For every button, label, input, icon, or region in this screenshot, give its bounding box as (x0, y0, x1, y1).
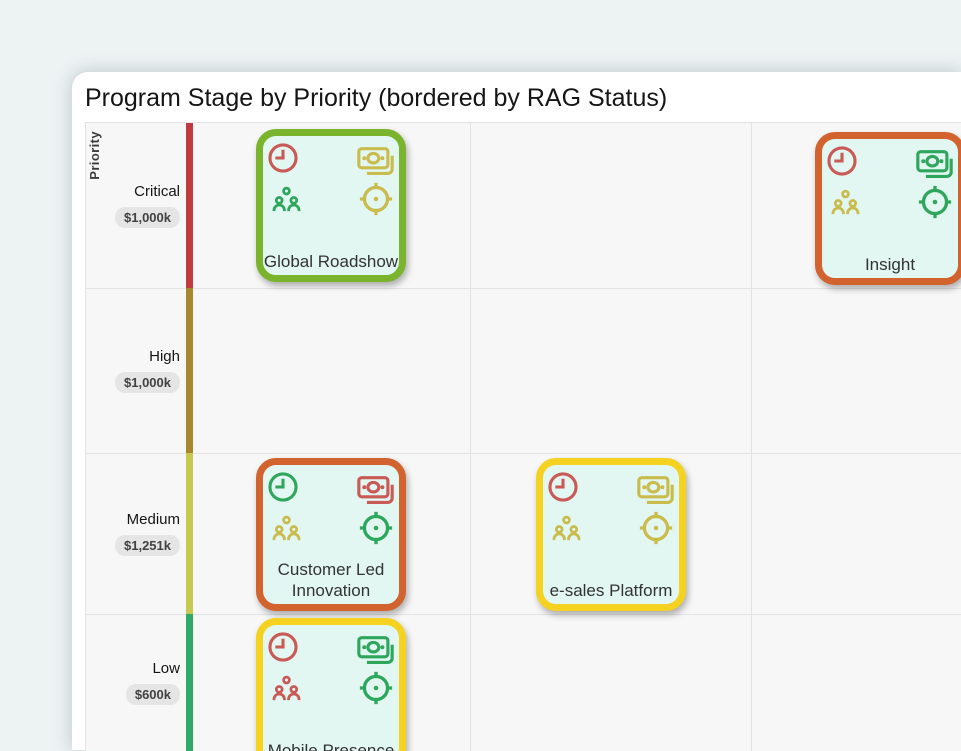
people-icon (270, 514, 303, 547)
rag-strip-low (186, 614, 193, 751)
people-icon (829, 188, 862, 221)
card-name: e-sales Platform (549, 581, 673, 600)
budget-badge: $1,000k (115, 372, 180, 393)
row-label-low: Low $600k (86, 614, 186, 751)
priority-label: High (149, 348, 180, 365)
clock-icon (266, 141, 300, 175)
priority-label: Medium (126, 511, 180, 528)
card-name: Customer Led Innovation (277, 560, 385, 600)
rag-strip-high (186, 288, 193, 453)
people-icon (550, 514, 583, 547)
money-icon (636, 474, 676, 507)
grid-line (751, 123, 752, 751)
program-card-insight[interactable]: Insight (815, 132, 961, 285)
money-icon (356, 145, 396, 178)
row-label-critical: Critical $1,000k (86, 123, 186, 288)
rag-strip-medium (186, 453, 193, 614)
rag-strip-critical (186, 123, 193, 288)
money-icon (356, 474, 396, 507)
budget-badge: $1,251k (115, 535, 180, 556)
grid-line (86, 453, 961, 454)
clock-icon (825, 144, 859, 178)
target-icon (355, 667, 397, 709)
people-icon (270, 674, 303, 707)
card-name: Mobile Presence (267, 741, 395, 751)
row-label-high: High $1,000k (86, 288, 186, 453)
priority-label: Critical (134, 183, 180, 200)
row-label-medium: Medium $1,251k (86, 453, 186, 614)
program-card-e-sales-platform[interactable]: e-sales Platform (536, 458, 686, 611)
people-icon (270, 185, 303, 218)
money-icon (915, 148, 955, 181)
program-card-global-roadshow[interactable]: Global Roadshow (256, 129, 406, 282)
chart-panel: Program Stage by Priority (bordered by R… (72, 72, 961, 751)
priority-label: Low (152, 660, 180, 677)
clock-icon (266, 470, 300, 504)
clock-icon (546, 470, 580, 504)
grid-line (86, 614, 961, 615)
grid-line (470, 123, 471, 751)
grid-line (86, 288, 961, 289)
money-icon (356, 634, 396, 667)
card-name: Global Roadshow (263, 252, 399, 271)
target-icon (635, 507, 677, 549)
target-icon (355, 507, 397, 549)
target-icon (914, 181, 956, 223)
program-card-mobile-presence[interactable]: Mobile Presence (256, 618, 406, 751)
card-name: Insight (864, 255, 916, 274)
program-card-customer-led-innovation[interactable]: Customer Led Innovation (256, 458, 406, 611)
target-icon (355, 178, 397, 220)
clock-icon (266, 630, 300, 664)
budget-badge: $1,000k (115, 207, 180, 228)
budget-badge: $600k (125, 684, 180, 705)
chart-plot-area: Priority Critical $1,000k High $1,000k M… (85, 122, 961, 751)
page-title: Program Stage by Priority (bordered by R… (85, 84, 668, 112)
